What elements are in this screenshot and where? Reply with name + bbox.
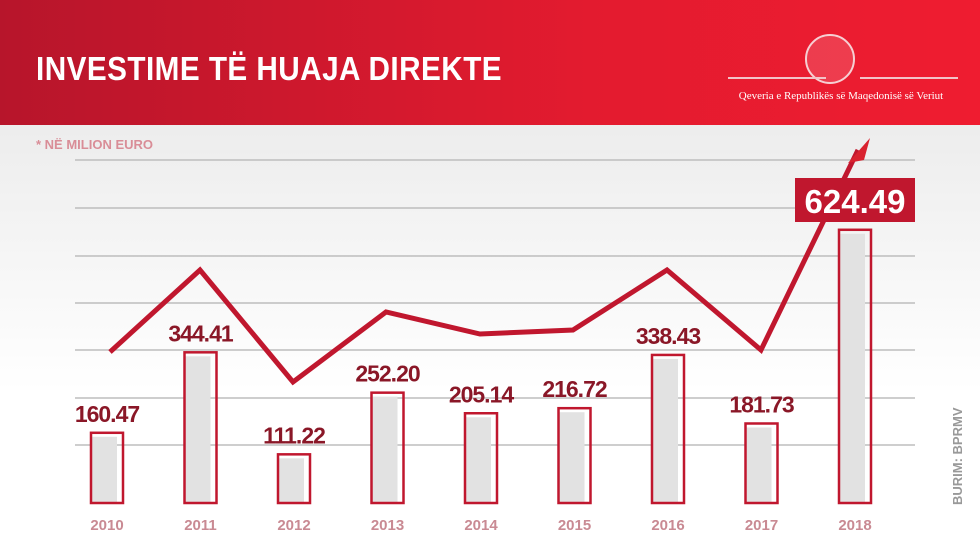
bar: [557, 406, 592, 505]
unit-note: * NË MILION EURO: [36, 137, 154, 152]
bar-fill: [278, 458, 304, 503]
bar-fill: [839, 233, 865, 503]
divider: [860, 77, 958, 79]
data-label: 111.22: [263, 422, 325, 448]
data-label: 181.73: [729, 391, 794, 417]
trend-line: [108, 148, 861, 386]
bar-fill: [184, 356, 211, 503]
data-label: 624.49: [805, 183, 906, 220]
x-tick-label: 2014: [464, 517, 498, 534]
data-label: 160.47: [75, 401, 140, 427]
data-label: 252.20: [355, 361, 420, 387]
x-tick-label: 2011: [184, 517, 217, 534]
header-banner: INVESTIME TË HUAJA DIREKTE Qeveria e Rep…: [0, 0, 980, 125]
highlight-label-box: [795, 178, 915, 222]
bar-fill: [652, 358, 678, 503]
x-tick-label: 2015: [558, 517, 591, 534]
x-tick-label: 2013: [371, 517, 404, 534]
chart-title: INVESTIME TË HUAJA DIREKTE: [36, 50, 503, 87]
data-label: 216.72: [542, 376, 607, 402]
bar-fill: [745, 427, 772, 503]
bar: [89, 431, 125, 505]
bar: [183, 351, 218, 505]
bar-fill: [91, 436, 117, 503]
bar: [650, 353, 686, 505]
bar: [744, 422, 779, 505]
data-label: 338.43: [636, 323, 701, 349]
data-label: 205.14: [449, 381, 515, 407]
x-tick-label: 2017: [745, 517, 778, 534]
bar-fill: [465, 417, 491, 503]
government-emblem-icon: [805, 34, 855, 84]
x-tick-label: 2010: [90, 517, 123, 534]
data-label: 344.41: [168, 320, 234, 346]
bar: [276, 453, 312, 505]
bar: [837, 228, 873, 505]
divider: [728, 77, 826, 79]
trend-arrow-head: [848, 138, 870, 163]
x-tick-label: 2018: [838, 517, 871, 534]
x-tick-label: 2016: [651, 517, 684, 534]
bar: [463, 412, 499, 505]
x-tick-label: 2012: [277, 517, 310, 534]
bar: [370, 391, 405, 505]
bar-fill: [371, 396, 398, 503]
bar-fill: [558, 412, 585, 503]
government-name: Qeveria e Republikës së Maqedonisë së Ve…: [738, 90, 944, 102]
